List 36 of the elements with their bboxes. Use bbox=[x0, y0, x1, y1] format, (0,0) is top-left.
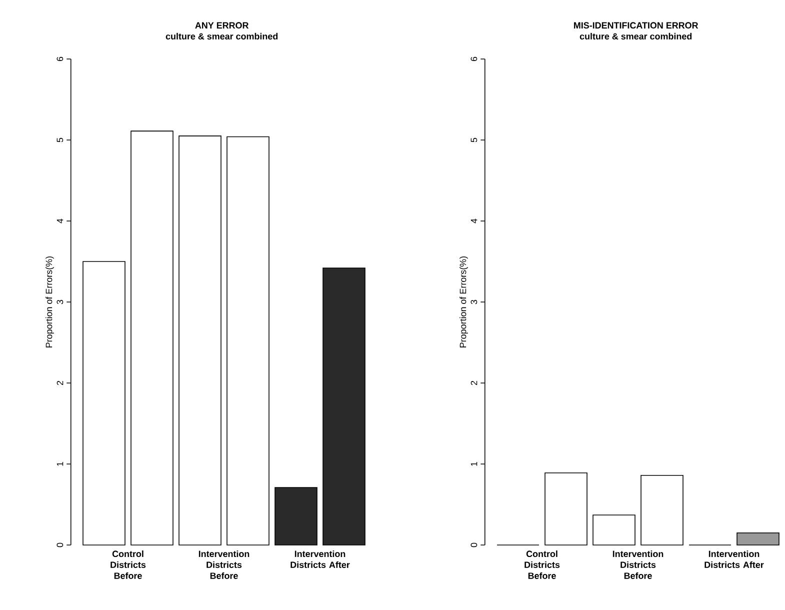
x-tick-label: Intervention Districts Before bbox=[198, 550, 250, 579]
bar bbox=[130, 130, 174, 546]
y-tick-label: 1 bbox=[56, 462, 64, 466]
x-tick-label: Intervention Districts Before bbox=[612, 550, 664, 579]
bar bbox=[592, 514, 636, 546]
y-tick-label: 4 bbox=[470, 218, 478, 224]
bar bbox=[736, 532, 780, 546]
y-axis-title: Proportion of Errors(%) bbox=[46, 256, 54, 348]
y-tick-label: 5 bbox=[56, 138, 64, 142]
y-tick-label: 2 bbox=[56, 380, 64, 386]
y-tick-label: 0 bbox=[56, 542, 64, 548]
y-tick-label: 6 bbox=[56, 56, 64, 62]
y-axis-title: Proportion of Errors(%) bbox=[460, 256, 468, 348]
y-tick-label: 0 bbox=[470, 542, 478, 548]
y-tick-label: 3 bbox=[56, 300, 64, 304]
bar bbox=[178, 136, 222, 546]
y-tick-label: 4 bbox=[56, 218, 64, 224]
y-tick-label: 6 bbox=[470, 56, 478, 62]
bar bbox=[322, 268, 366, 546]
x-tick-label: Intervention Districts After bbox=[290, 550, 350, 568]
bar bbox=[226, 136, 270, 546]
y-tick-label: 2 bbox=[470, 380, 478, 386]
bar bbox=[640, 474, 684, 546]
chart-subtitle: culture & smear combined bbox=[580, 32, 692, 40]
x-tick-label: Control Districts Before bbox=[524, 550, 560, 579]
y-tick-label: 3 bbox=[470, 300, 478, 304]
bar bbox=[274, 487, 318, 546]
x-tick-label: Control Districts Before bbox=[110, 550, 146, 579]
chart-title: ANY ERROR bbox=[195, 22, 249, 29]
chart-subtitle: culture & smear combined bbox=[166, 32, 278, 40]
y-tick-label: 5 bbox=[470, 138, 478, 142]
chart-title: MIS-IDENTIFICATION ERROR bbox=[574, 22, 698, 29]
bar bbox=[82, 261, 126, 546]
bar bbox=[544, 472, 588, 546]
x-tick-label: Intervention Districts After bbox=[704, 550, 764, 568]
y-tick-label: 1 bbox=[470, 462, 478, 466]
